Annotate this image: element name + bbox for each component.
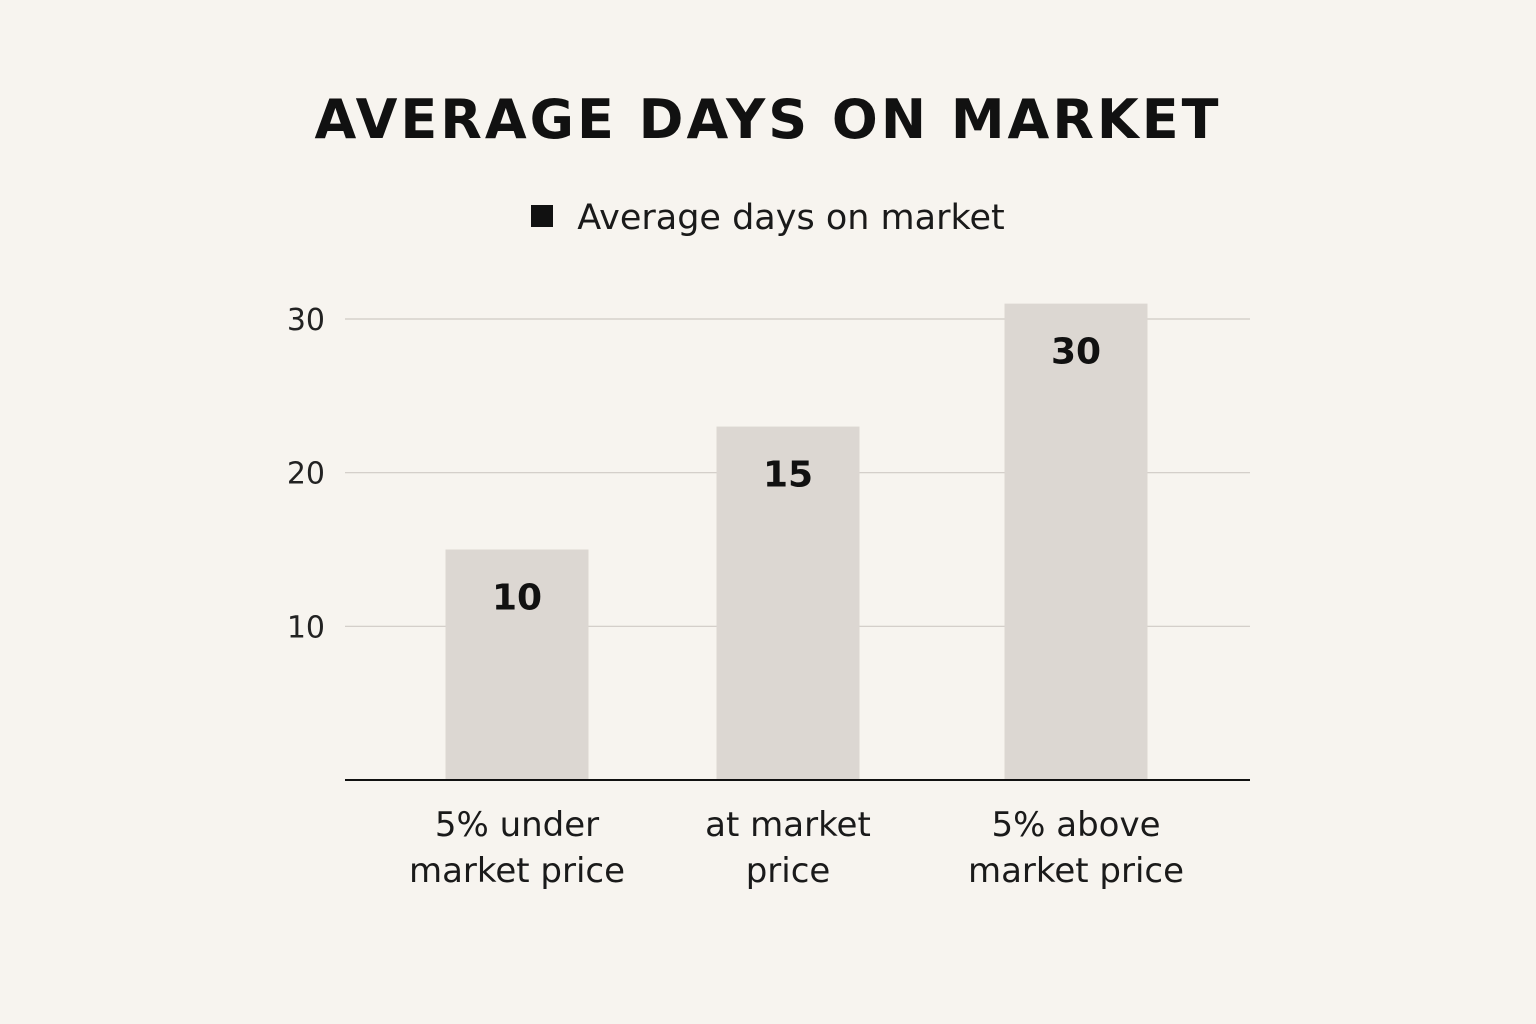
x-category-label: 5% under — [435, 805, 599, 845]
data-label: 15 — [763, 455, 813, 496]
bar — [1004, 303, 1148, 780]
bar — [716, 426, 860, 780]
legend: Average days on market — [0, 198, 1536, 238]
chart-title: AVERAGE DAYS ON MARKET — [314, 88, 1222, 151]
x-category-label: market price — [968, 851, 1184, 891]
x-category-label: market price — [409, 851, 625, 891]
legend-swatch — [531, 205, 554, 227]
x-category-label: 5% above — [991, 805, 1160, 845]
x-category-label: price — [746, 851, 831, 891]
data-label: 30 — [1051, 332, 1101, 373]
data-label: 10 — [492, 578, 542, 619]
y-tick-label: 30 — [287, 303, 325, 338]
x-category-label: at market — [705, 805, 871, 845]
y-tick-label: 20 — [287, 457, 325, 492]
legend-label: Average days on market — [577, 198, 1005, 238]
y-tick-label: 10 — [287, 610, 325, 645]
bar — [445, 549, 589, 780]
